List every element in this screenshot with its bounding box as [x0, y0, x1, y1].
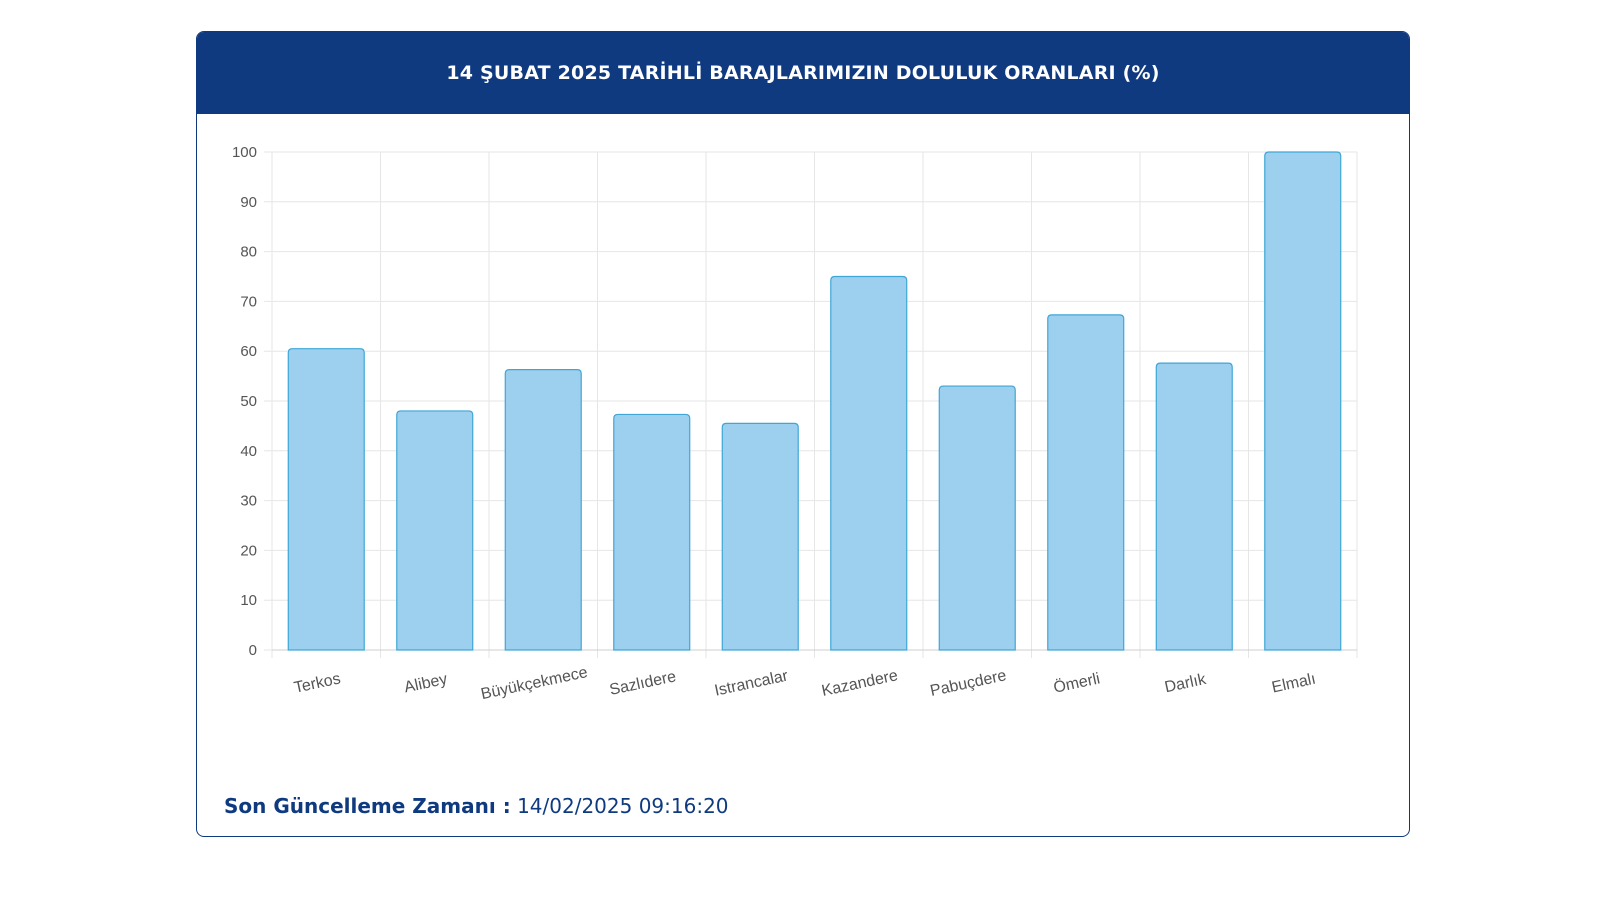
y-tick-label: 60	[240, 343, 257, 360]
bar-chart: 0 10 20 30 40 50 60 70 80 90 100 Terkos Alibey Büyükç…	[232, 144, 1358, 703]
y-tick-label: 10	[240, 592, 257, 609]
bar-büyükçekmece	[504, 369, 582, 651]
y-tick-label: 0	[249, 642, 257, 659]
bar-terkos	[287, 348, 365, 651]
x-tick-label: Sazlıdere	[608, 668, 678, 699]
x-tick-label: Istrancalar	[713, 667, 790, 699]
bar-elmalı	[1264, 151, 1342, 651]
bar-istrancalar	[721, 422, 799, 651]
bar-kazandere	[830, 275, 908, 651]
bar-pabuçdere	[938, 385, 1016, 651]
chart-title: 14 ŞUBAT 2025 TARİHLİ BARAJLARIMIZIN DOL…	[197, 32, 1409, 114]
last-update-label: Son Güncelleme Zamanı :	[224, 794, 511, 818]
x-tick-label: Darlık	[1163, 671, 1208, 697]
y-tick-label: 30	[240, 493, 257, 510]
bar-sazlıdere	[613, 413, 691, 651]
bar-ömerli	[1047, 314, 1125, 651]
y-tick-label: 80	[240, 244, 257, 261]
y-tick-label: 70	[240, 293, 257, 310]
x-tick-label: Pabuçdere	[929, 667, 1008, 700]
y-tick-label: 50	[240, 393, 257, 410]
last-update: Son Güncelleme Zamanı : 14/02/2025 09:16…	[224, 794, 729, 818]
y-tick-label: 40	[240, 443, 257, 460]
x-tick-label: Büyükçekmece	[479, 664, 589, 703]
x-tick-label: Alibey	[403, 671, 449, 697]
x-tick-label: Ömerli	[1052, 669, 1102, 696]
x-tick-label: Kazandere	[820, 667, 899, 700]
chart-area: 0 10 20 30 40 50 60 70 80 90 100 Terkos Alibey Büyükç…	[197, 114, 1409, 754]
x-tick-label: Terkos	[292, 670, 342, 696]
chart-card: 14 ŞUBAT 2025 TARİHLİ BARAJLARIMIZIN DOL…	[196, 31, 1410, 837]
bar-alibey	[396, 410, 474, 651]
y-tick-label: 100	[232, 144, 257, 161]
last-update-value: 14/02/2025 09:16:20	[517, 794, 729, 818]
y-tick-label: 20	[240, 542, 257, 559]
bar-darlık	[1155, 362, 1233, 651]
y-tick-label: 90	[240, 194, 257, 211]
x-tick-label: Elmalı	[1270, 671, 1317, 697]
